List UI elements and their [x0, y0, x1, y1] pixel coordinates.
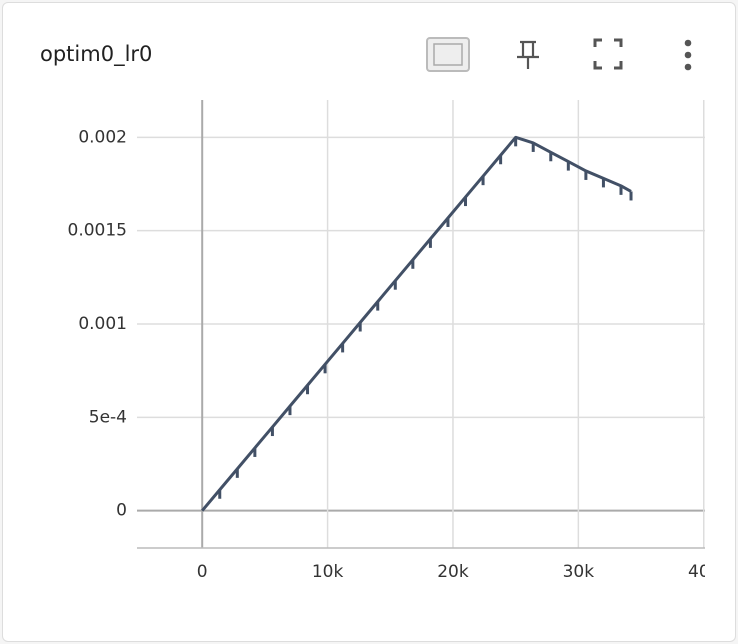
menu-button[interactable] [684, 39, 692, 71]
fit-button[interactable] [426, 37, 470, 72]
fullscreen-button[interactable] [593, 38, 623, 70]
line [201, 135, 632, 512]
x-tick-label: 30k [563, 562, 595, 582]
x-tick-label: 0 [197, 562, 208, 582]
y-tick-label: 0.001 [78, 314, 127, 334]
y-tick-label: 0.0015 [68, 221, 127, 241]
pin-button[interactable] [517, 40, 539, 69]
x-tick-label: 20k [437, 562, 469, 582]
y-tick-label: 0 [116, 501, 127, 521]
x-tick-label: 40k [688, 562, 720, 582]
y-tick-label: 5e-4 [89, 407, 127, 427]
y-tick-label: 0.002 [78, 127, 127, 147]
x-tick-label: 10k [312, 562, 344, 582]
card-title: optim0_lr0 [40, 42, 152, 67]
plot: 0 5e-4 0.001 0.0015 0.002 0 10k 20k 30k 40k [68, 100, 720, 582]
